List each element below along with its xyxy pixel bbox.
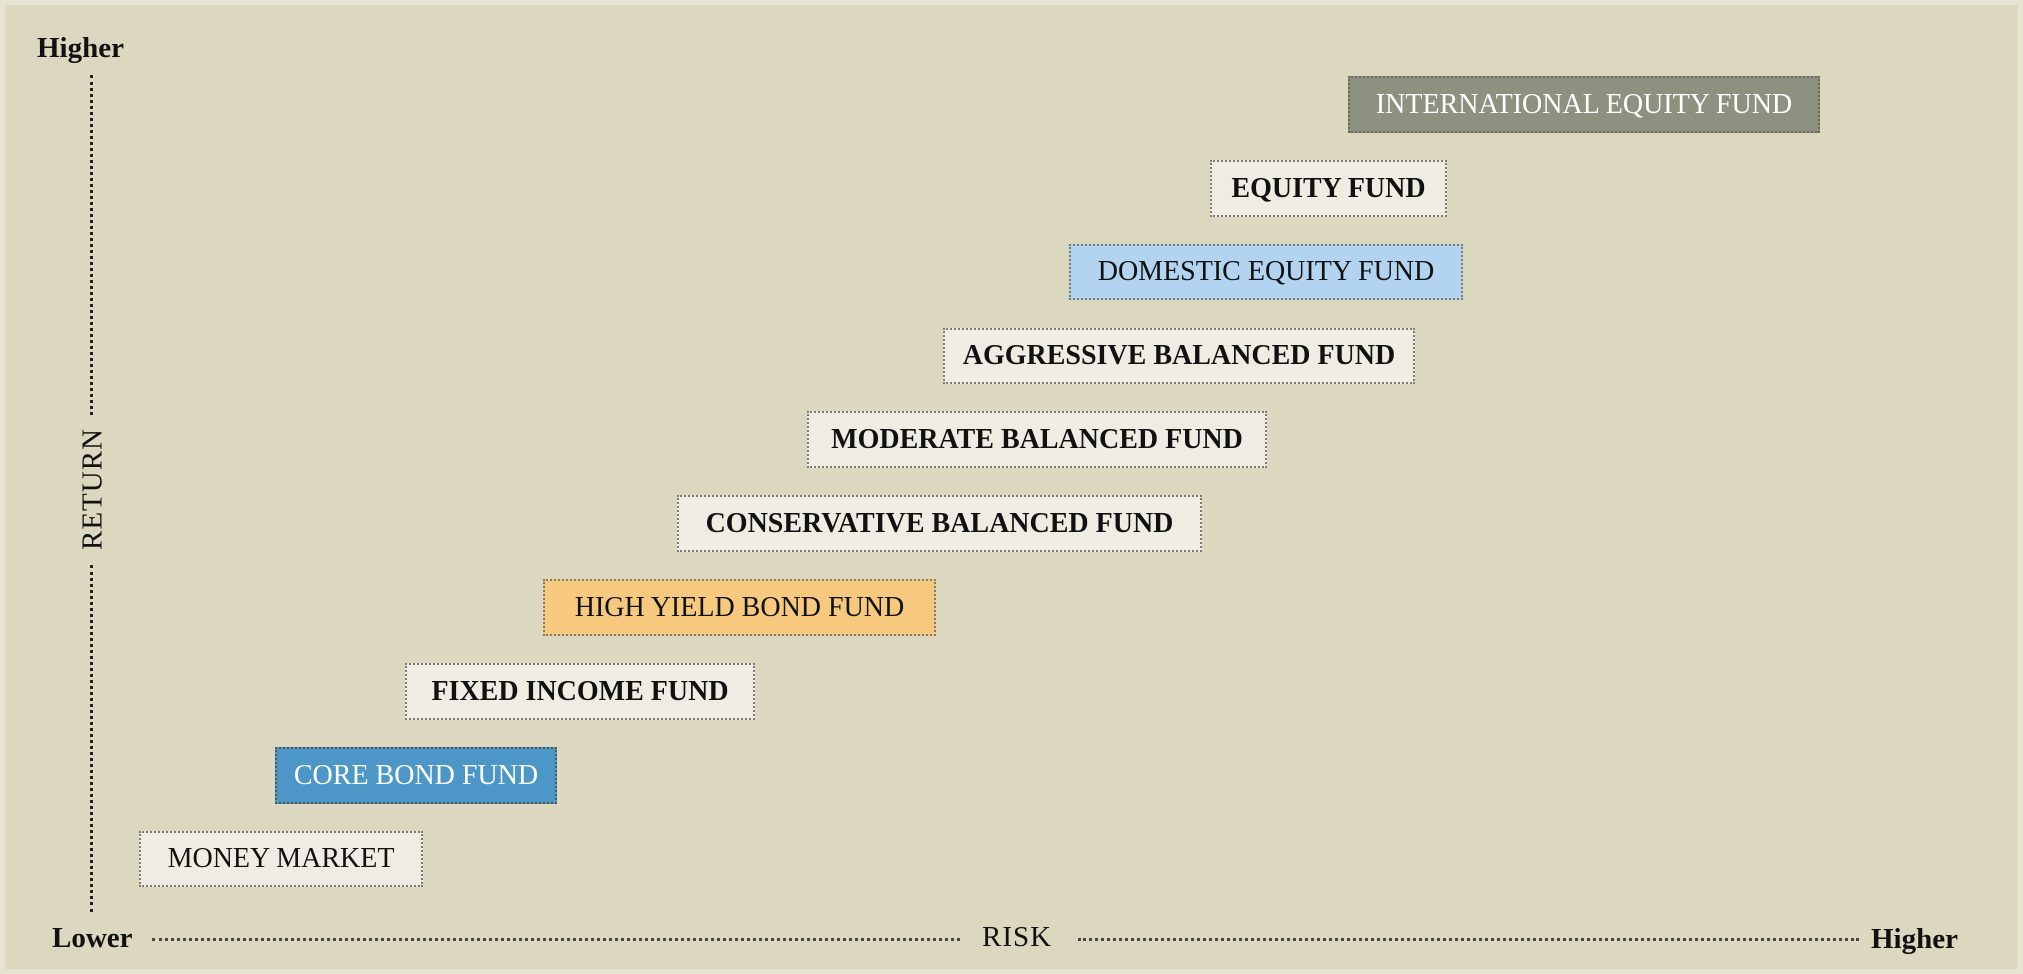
fund-box: FIXED INCOME FUND <box>405 663 755 720</box>
x-axis-label: RISK <box>982 921 1053 953</box>
y-axis-top: Higher <box>37 32 124 64</box>
fund-box: DOMESTIC EQUITY FUND <box>1069 244 1463 300</box>
fund-box: INTERNATIONAL EQUITY FUND <box>1348 76 1820 133</box>
x-axis-right: Higher <box>1871 923 1958 955</box>
x-axis-line <box>1078 938 1859 941</box>
x-axis-left: Lower <box>52 922 133 954</box>
fund-box: CONSERVATIVE BALANCED FUND <box>677 495 1202 552</box>
y-axis-line <box>90 75 93 415</box>
y-axis-label: RETURN <box>76 428 109 550</box>
fund-box: CORE BOND FUND <box>275 747 557 804</box>
fund-box: MODERATE BALANCED FUND <box>807 411 1267 468</box>
fund-box: HIGH YIELD BOND FUND <box>543 579 936 636</box>
fund-box: AGGRESSIVE BALANCED FUND <box>943 328 1415 384</box>
x-axis-line <box>152 938 960 941</box>
fund-box: MONEY MARKET <box>139 831 423 887</box>
y-axis-line <box>90 565 93 912</box>
fund-box: EQUITY FUND <box>1210 160 1447 217</box>
